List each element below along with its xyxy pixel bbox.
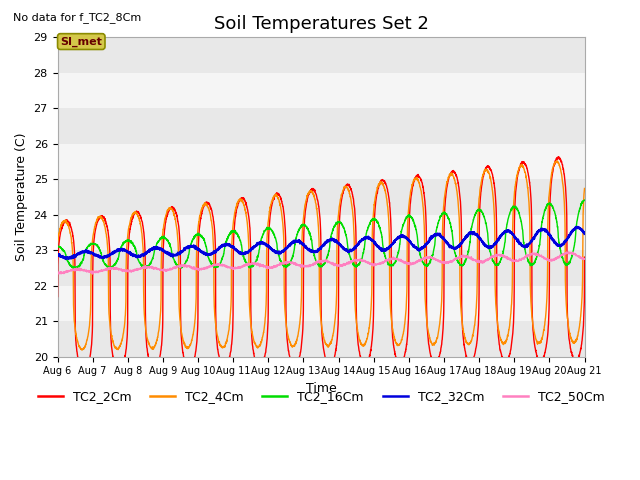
TC2_2Cm — [580, 254, 588, 260]
Line: TC2_2Cm: TC2_2Cm — [58, 156, 584, 371]
TC2_32Cm — [279, 248, 287, 253]
TC2_16Cm — [54, 244, 61, 250]
TC2_4Cm — [514, 170, 522, 176]
TC2_16Cm — [279, 261, 287, 266]
TC2_32Cm — [114, 248, 122, 253]
TC2_2Cm — [54, 294, 61, 300]
TC2_2Cm — [514, 174, 522, 180]
Line: TC2_4Cm: TC2_4Cm — [58, 161, 584, 350]
TC2_2Cm — [279, 203, 287, 208]
TC2_4Cm — [554, 158, 561, 164]
TC2_50Cm — [256, 262, 264, 268]
Line: TC2_50Cm: TC2_50Cm — [58, 252, 584, 274]
TC2_50Cm — [279, 261, 287, 266]
TC2_4Cm — [279, 218, 287, 224]
TC2_32Cm — [514, 238, 522, 244]
TC2_32Cm — [145, 247, 153, 252]
TC2_4Cm — [145, 341, 153, 347]
Bar — [58, 321, 584, 357]
TC2_2Cm — [256, 364, 264, 370]
TC2_32Cm — [54, 252, 61, 257]
TC2_16Cm — [72, 266, 79, 272]
Bar — [58, 286, 584, 321]
Text: No data for f_TC2_8Cm: No data for f_TC2_8Cm — [13, 12, 141, 23]
Line: TC2_16Cm: TC2_16Cm — [58, 200, 584, 269]
Text: SI_met: SI_met — [60, 36, 102, 47]
Bar — [58, 108, 584, 144]
TC2_16Cm — [580, 197, 588, 203]
TC2_50Cm — [114, 266, 122, 272]
TC2_16Cm — [256, 243, 264, 249]
Y-axis label: Soil Temperature (C): Soil Temperature (C) — [15, 133, 28, 261]
TC2_2Cm — [555, 154, 563, 159]
Bar — [58, 73, 584, 108]
TC2_32Cm — [580, 231, 588, 237]
TC2_50Cm — [54, 271, 61, 276]
TC2_2Cm — [145, 357, 153, 363]
TC2_50Cm — [571, 251, 579, 257]
TC2_16Cm — [514, 207, 522, 213]
TC2_32Cm — [570, 226, 578, 232]
Bar — [58, 215, 584, 250]
TC2_4Cm — [571, 339, 579, 345]
TC2_4Cm — [580, 186, 588, 192]
TC2_4Cm — [256, 343, 264, 349]
Legend: TC2_2Cm, TC2_4Cm, TC2_16Cm, TC2_32Cm, TC2_50Cm: TC2_2Cm, TC2_4Cm, TC2_16Cm, TC2_32Cm, TC… — [33, 385, 609, 408]
TC2_50Cm — [89, 271, 97, 277]
TC2_2Cm — [114, 367, 122, 372]
X-axis label: Time: Time — [306, 382, 337, 395]
TC2_16Cm — [580, 197, 588, 203]
Line: TC2_32Cm: TC2_32Cm — [58, 227, 584, 259]
Bar — [58, 250, 584, 286]
Bar — [58, 180, 584, 215]
TC2_16Cm — [145, 264, 153, 269]
TC2_2Cm — [80, 368, 88, 374]
TC2_4Cm — [78, 347, 86, 353]
TC2_16Cm — [114, 256, 122, 262]
TC2_16Cm — [570, 242, 578, 248]
TC2_32Cm — [573, 224, 580, 230]
TC2_4Cm — [114, 346, 122, 352]
TC2_50Cm — [580, 256, 588, 262]
TC2_32Cm — [62, 256, 70, 262]
TC2_50Cm — [145, 264, 153, 269]
TC2_32Cm — [256, 240, 264, 245]
Title: Soil Temperatures Set 2: Soil Temperatures Set 2 — [214, 15, 428, 33]
TC2_50Cm — [514, 258, 522, 264]
TC2_4Cm — [54, 240, 61, 246]
Bar — [58, 144, 584, 180]
TC2_2Cm — [571, 357, 579, 363]
Bar — [58, 37, 584, 73]
TC2_50Cm — [564, 249, 572, 255]
